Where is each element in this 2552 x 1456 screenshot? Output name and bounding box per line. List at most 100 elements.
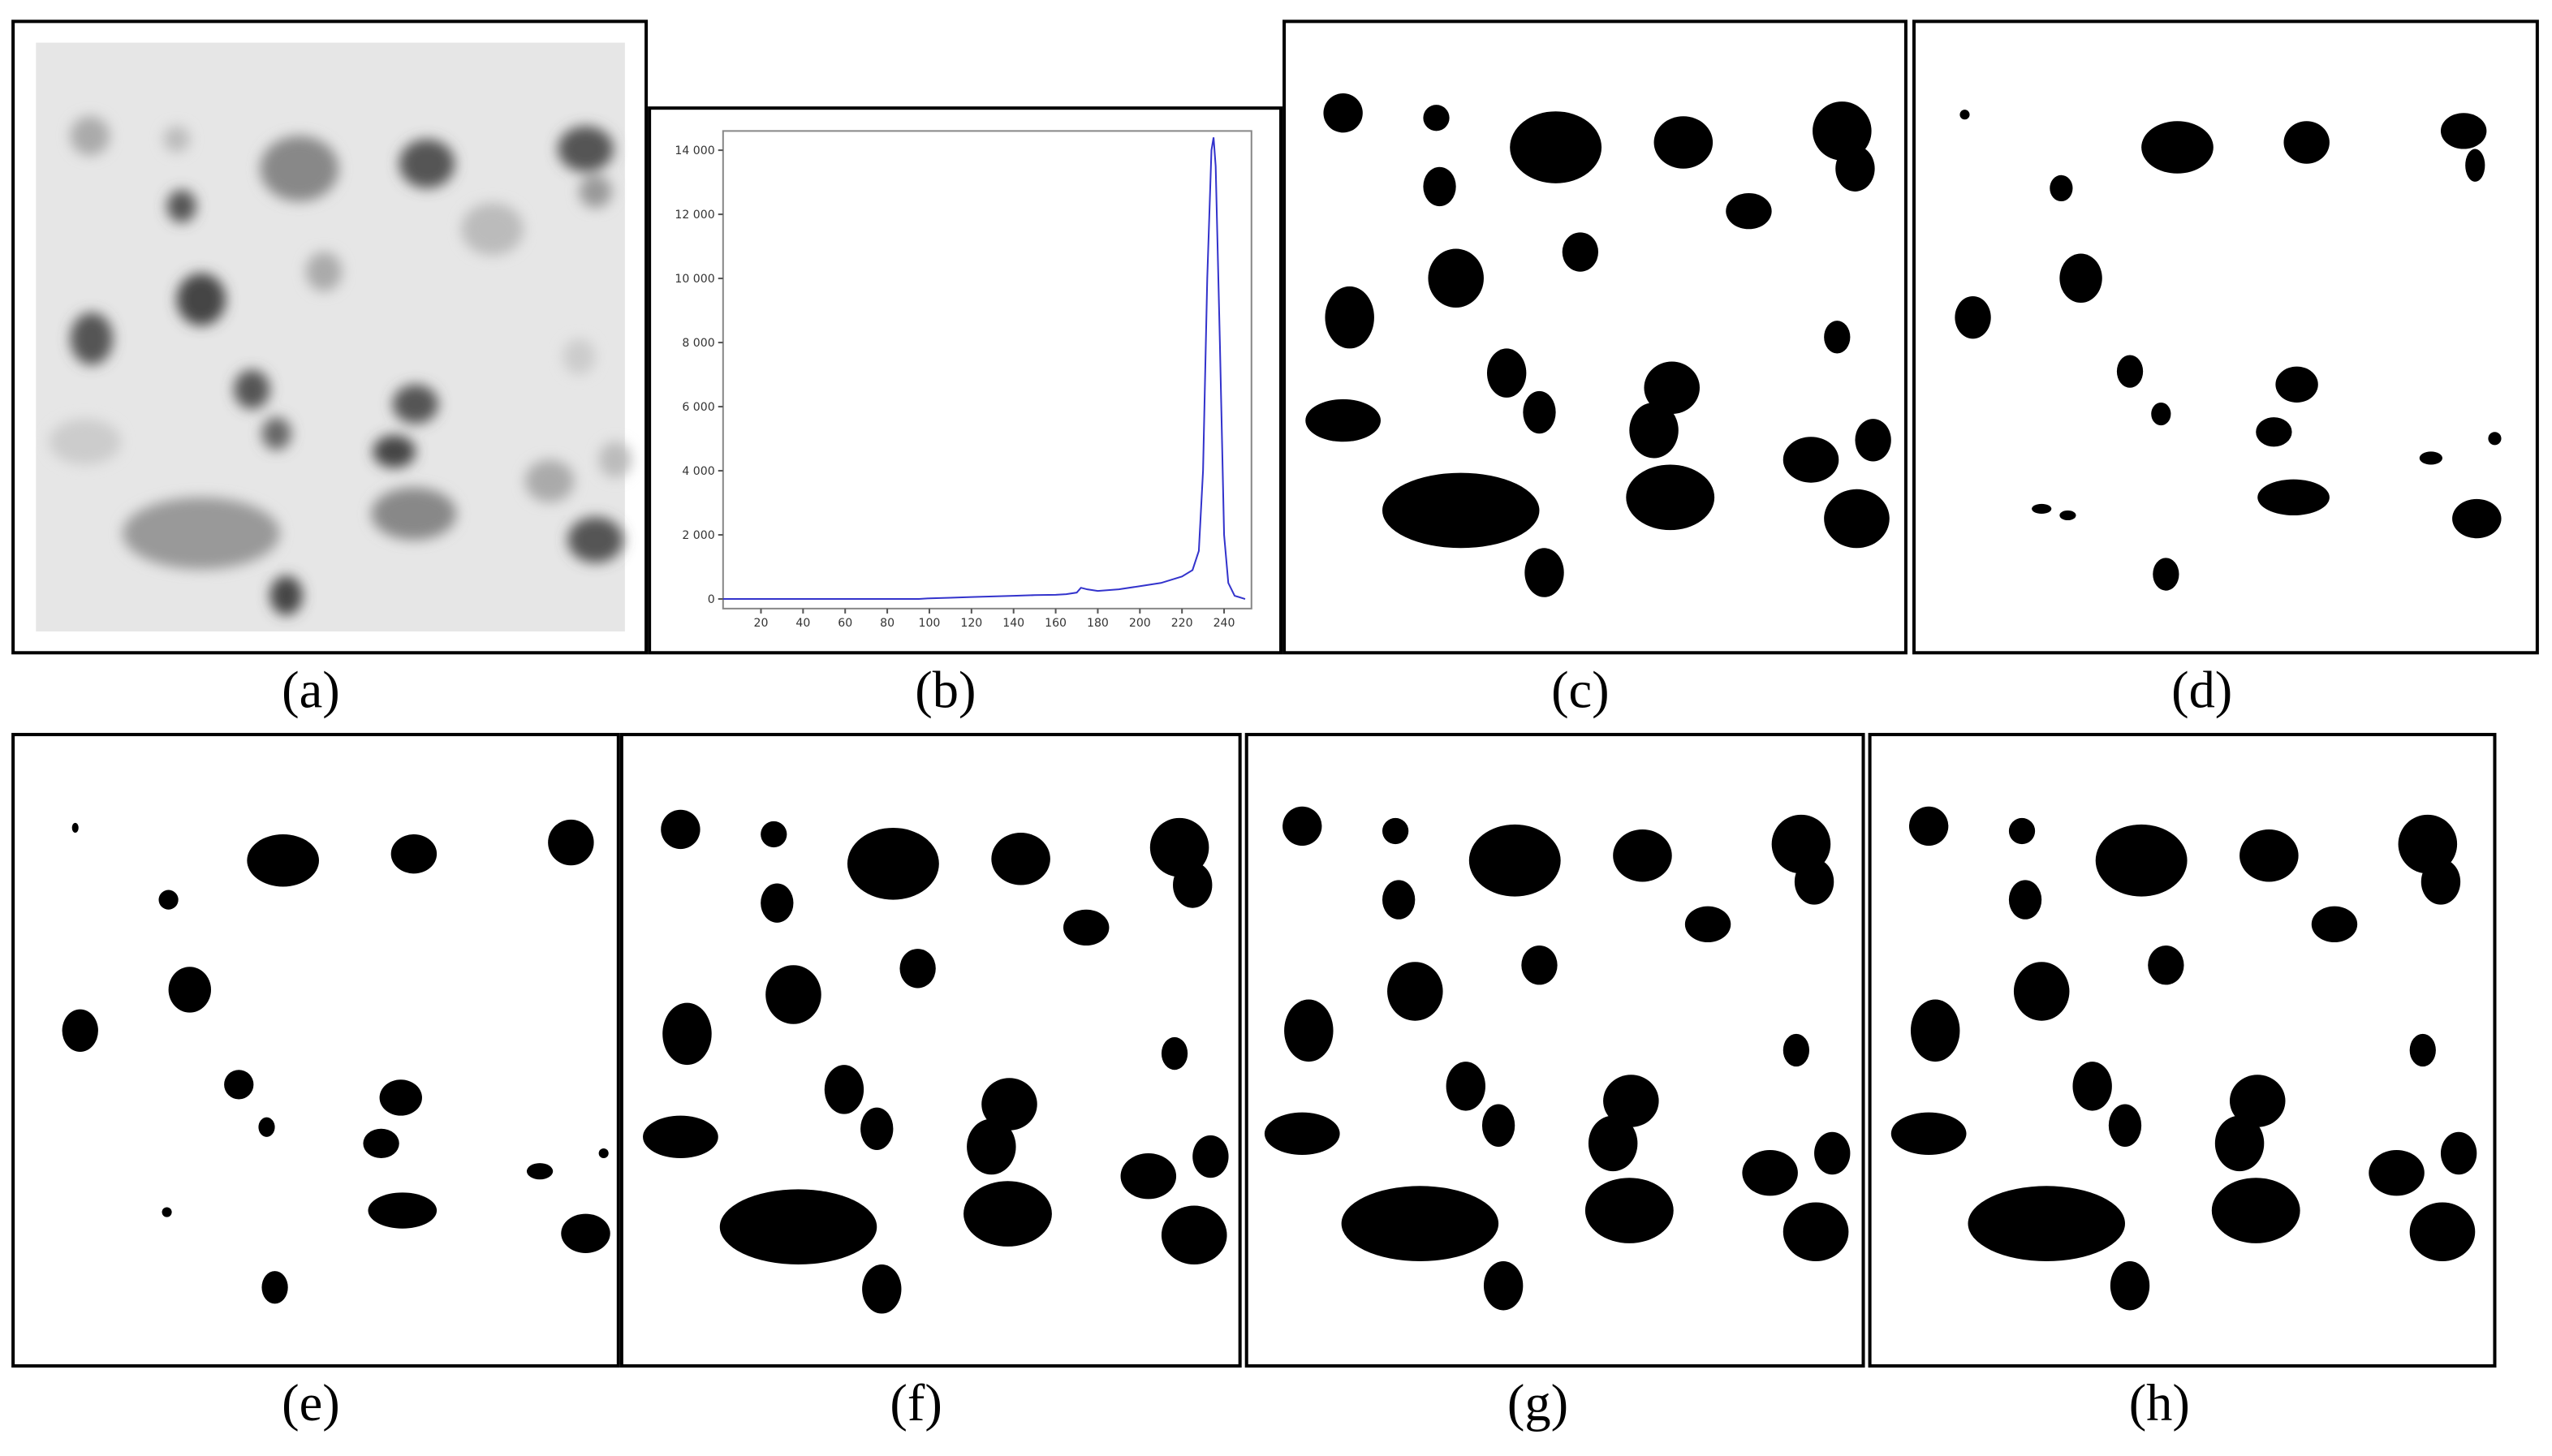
- blob: [379, 1079, 422, 1116]
- blob: [981, 1078, 1037, 1131]
- blob: [2214, 1115, 2265, 1172]
- blob: [2008, 817, 2036, 845]
- blob: [643, 1115, 718, 1159]
- panel-frame: [1244, 733, 1865, 1368]
- y-tick-label: 10 000: [675, 273, 714, 286]
- blob: [1783, 437, 1839, 483]
- blob: [1629, 402, 1679, 459]
- blob: [1742, 1149, 1798, 1196]
- blob: [390, 834, 438, 874]
- x-tick-label: 20: [754, 617, 769, 630]
- blob: [168, 967, 211, 1013]
- blob: [1644, 361, 1700, 415]
- blob: [1562, 232, 1599, 272]
- gray-blob: [163, 126, 190, 153]
- panel-frame: [11, 19, 649, 655]
- blob: [158, 890, 179, 910]
- y-tick-label: 14 000: [675, 144, 714, 157]
- blob: [1382, 880, 1416, 920]
- gray-blob: [261, 417, 291, 450]
- blob: [662, 1002, 712, 1066]
- y-tick-label: 2 000: [682, 529, 714, 542]
- binary-blobs: [62, 93, 2502, 1314]
- blob: [2239, 829, 2299, 882]
- gray-blob: [260, 136, 339, 202]
- gray-blob: [373, 435, 416, 468]
- blob: [261, 1271, 288, 1304]
- blob: [2050, 174, 2073, 202]
- blob: [2465, 149, 2485, 182]
- histogram-line: [722, 137, 1246, 601]
- gray-blob: [579, 174, 612, 209]
- blob: [1173, 862, 1213, 908]
- gray-blob: [524, 459, 575, 502]
- blob: [2110, 1261, 2150, 1311]
- gray-blob: [399, 139, 455, 188]
- blob: [1524, 548, 1564, 597]
- blob: [2095, 824, 2188, 897]
- blob: [2488, 432, 2502, 446]
- blob: [1726, 192, 1772, 230]
- blob: [2032, 503, 2052, 514]
- gray-blob: [461, 203, 524, 256]
- blob: [899, 949, 936, 989]
- panel-label: (d): [2171, 661, 2232, 718]
- blob: [71, 822, 79, 833]
- blob: [2108, 1104, 2142, 1147]
- blob: [1382, 472, 1540, 549]
- blob: [1813, 101, 1872, 161]
- blob: [1387, 962, 1443, 1021]
- gray-blob: [567, 517, 623, 563]
- blob: [1521, 946, 1558, 985]
- blob: [1120, 1153, 1177, 1200]
- blob: [1264, 1112, 1340, 1156]
- blob: [1794, 859, 1834, 905]
- blob: [1824, 321, 1851, 354]
- blob: [1305, 398, 1381, 442]
- blob: [661, 809, 701, 850]
- blob: [1824, 489, 1890, 549]
- blob: [1626, 464, 1715, 531]
- gray-blob: [49, 419, 122, 465]
- blob: [561, 1213, 610, 1253]
- gray-blob: [371, 487, 457, 541]
- gray-blob: [166, 189, 196, 223]
- blob: [1955, 295, 1991, 339]
- blob: [967, 1118, 1016, 1175]
- blob: [719, 1189, 877, 1265]
- gray-blob: [305, 252, 343, 291]
- blob: [2409, 1202, 2476, 1262]
- blob: [1510, 111, 1602, 183]
- gray-blob: [234, 369, 270, 409]
- blob: [548, 819, 594, 866]
- blob: [765, 965, 821, 1024]
- blob: [2409, 1033, 2436, 1067]
- blob: [1684, 906, 1731, 943]
- gray-blob: [70, 116, 110, 156]
- blob: [2275, 366, 2318, 403]
- x-tick-label: 140: [1002, 617, 1024, 630]
- blob: [1149, 817, 1209, 877]
- gray-blob: [176, 273, 226, 326]
- x-tick-label: 180: [1087, 617, 1109, 630]
- blob: [2398, 814, 2458, 874]
- blob: [2008, 880, 2042, 920]
- blob: [1481, 1104, 1515, 1147]
- blob: [162, 1207, 172, 1217]
- gray-blobs: [49, 116, 632, 615]
- blob: [247, 834, 319, 887]
- y-tick-label: 4 000: [682, 465, 714, 478]
- x-tick-label: 60: [838, 617, 852, 630]
- blob: [1783, 1202, 1849, 1262]
- panel-frame: [11, 733, 620, 1368]
- x-tick-label: 100: [919, 617, 941, 630]
- blob: [2311, 906, 2358, 943]
- blob: [2059, 510, 2076, 521]
- blob: [847, 827, 939, 900]
- panel-frame: [1282, 19, 1908, 655]
- blob: [1584, 1178, 1674, 1243]
- blob: [1910, 999, 1960, 1062]
- x-tick-label: 80: [880, 617, 894, 630]
- gray-blob: [123, 497, 280, 570]
- panel-label: (e): [282, 1374, 340, 1432]
